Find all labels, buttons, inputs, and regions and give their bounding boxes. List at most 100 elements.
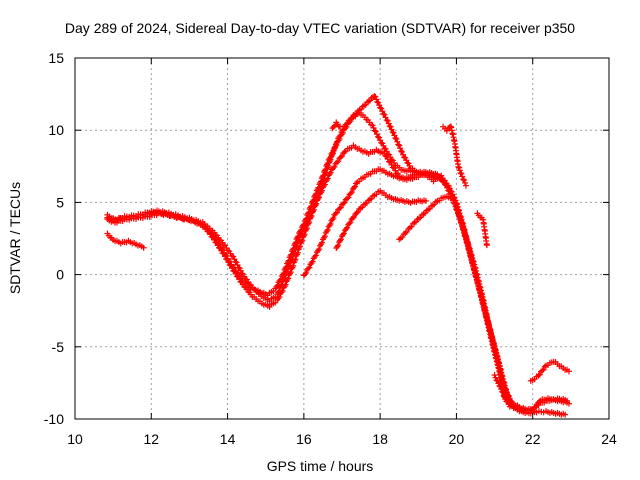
data-point	[287, 269, 294, 276]
data-point	[230, 267, 237, 274]
data-point	[470, 258, 477, 265]
data-point	[228, 253, 235, 260]
data-point	[343, 226, 350, 233]
data-point	[562, 411, 569, 418]
data-point	[382, 152, 389, 159]
data-point	[335, 158, 342, 165]
data-point	[341, 199, 348, 206]
data-point	[518, 407, 525, 414]
data-point	[471, 264, 478, 271]
data-point	[344, 224, 351, 231]
data-point	[238, 270, 245, 277]
x-tick-label: 24	[601, 431, 617, 447]
data-point	[219, 250, 226, 257]
data-point	[469, 254, 476, 261]
data-point	[373, 131, 380, 138]
axis-ticks	[74, 57, 610, 420]
tick-labels: 10 12 14 16 18 20 22 24 -10 -5 0 5 10 15	[44, 50, 617, 447]
data-point	[371, 127, 378, 134]
data-point	[456, 167, 463, 174]
data-point	[392, 135, 399, 142]
data-point	[457, 218, 464, 225]
data-point	[297, 243, 304, 250]
x-tick-label: 16	[296, 431, 312, 447]
data-point	[469, 257, 476, 264]
data-point	[349, 215, 356, 222]
data-point	[337, 132, 344, 139]
data-point	[498, 374, 505, 381]
data-point	[339, 231, 346, 238]
data-point	[536, 398, 543, 405]
y-tick-label: 5	[56, 194, 64, 210]
grid-layer	[75, 58, 609, 419]
data-point	[396, 142, 403, 149]
data-point	[394, 138, 401, 145]
data-point	[340, 230, 347, 237]
data-point	[379, 108, 386, 115]
data-point	[461, 177, 468, 184]
data-point	[377, 104, 384, 111]
data-point	[312, 200, 319, 207]
data-point	[460, 224, 467, 231]
data-point	[331, 163, 338, 170]
data-point	[383, 117, 390, 124]
data-point	[223, 255, 230, 262]
data-point	[497, 371, 504, 378]
data-point	[340, 200, 347, 207]
data-point	[382, 114, 389, 121]
data-point	[315, 194, 322, 201]
data-point	[496, 382, 503, 389]
data-point	[220, 241, 227, 248]
data-point	[457, 215, 464, 222]
data-point	[500, 381, 507, 388]
data-point	[460, 225, 467, 232]
data-point	[224, 247, 231, 254]
data-point	[496, 368, 503, 375]
data-point	[499, 378, 506, 385]
data-point	[354, 208, 361, 215]
data-point	[330, 165, 337, 172]
data-point	[462, 182, 469, 189]
data-point	[348, 189, 355, 196]
data-point	[450, 197, 457, 204]
data-point	[335, 242, 342, 249]
points-layer	[104, 93, 572, 418]
data-point	[235, 264, 242, 271]
data-point	[458, 219, 465, 226]
data-point	[301, 231, 308, 238]
data-point	[447, 188, 454, 195]
x-tick-label: 10	[67, 431, 83, 447]
data-point	[204, 228, 211, 235]
data-point	[386, 158, 393, 165]
data-point	[329, 150, 336, 157]
data-point	[376, 134, 383, 141]
data-point	[332, 144, 339, 151]
data-point	[237, 278, 244, 285]
data-point	[353, 209, 360, 216]
data-point	[381, 111, 388, 118]
x-tick-label: 12	[143, 431, 159, 447]
data-point	[337, 123, 344, 130]
data-point	[495, 364, 502, 371]
data-point	[323, 228, 330, 235]
y-tick-label: -10	[44, 411, 64, 427]
data-point	[536, 371, 543, 378]
data-point	[350, 184, 357, 191]
data-point	[395, 141, 402, 148]
data-point	[380, 110, 387, 117]
data-point	[279, 287, 286, 294]
data-point	[467, 248, 474, 255]
data-point	[389, 164, 396, 171]
data-point	[370, 124, 377, 131]
data-point	[347, 190, 354, 197]
data-point	[564, 397, 571, 404]
data-point	[460, 176, 467, 183]
data-point	[345, 194, 352, 201]
data-point	[326, 222, 333, 229]
y-tick-label: 15	[48, 50, 64, 66]
data-point	[539, 367, 546, 374]
data-point	[422, 197, 429, 204]
